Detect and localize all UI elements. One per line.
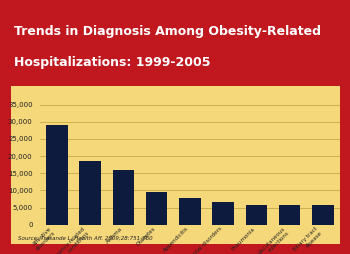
Text: Hospitalizations: 1999-2005: Hospitalizations: 1999-2005 [14,56,210,69]
Bar [79,161,101,225]
Bar [113,170,134,225]
Text: Source: Trasande L. Health Aff. 2009;28:751-760: Source: Trasande L. Health Aff. 2009;28:… [18,236,152,241]
Bar [279,205,300,225]
Bar [179,198,201,225]
Bar [212,202,234,225]
Bar [312,205,334,225]
Bar [246,205,267,225]
Text: Trends in Diagnosis Among Obesity-Related: Trends in Diagnosis Among Obesity-Relate… [14,25,321,38]
Bar [46,125,68,225]
Bar [146,192,167,225]
